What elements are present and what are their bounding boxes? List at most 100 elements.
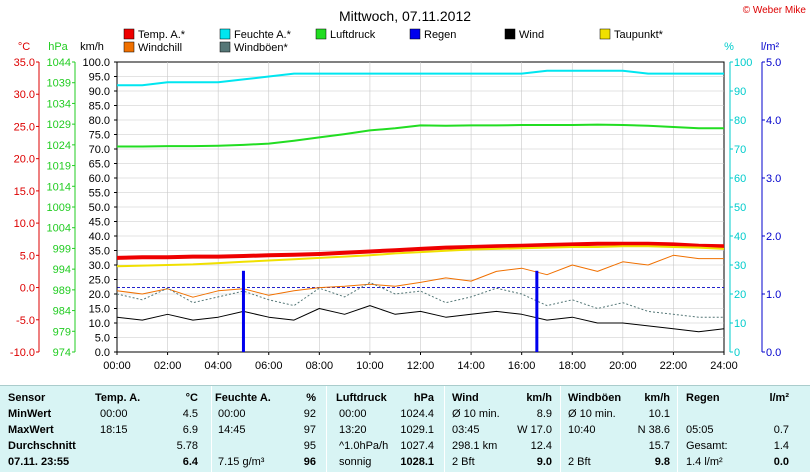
pressure-value: 1027.4 — [400, 440, 434, 452]
wind-time: 03:45 — [452, 424, 480, 436]
x-tick-label: 10:00 — [356, 360, 384, 372]
wind-axis-tick-label: 85.0 — [89, 101, 110, 113]
temp-axis-tick-label: 20.0 — [14, 154, 35, 166]
pressure-value: 1028.1 — [400, 456, 434, 468]
humidity-value: 92 — [303, 408, 316, 420]
x-tick-label: 02:00 — [154, 360, 182, 372]
x-tick-label: 06:00 — [255, 360, 283, 372]
grid — [117, 62, 724, 352]
wind-axis-tick-label: 0.0 — [95, 347, 110, 359]
humidity-axis-tick-label: 90 — [734, 86, 746, 98]
header-gust: Windböen — [568, 392, 622, 404]
header-temp-unit: °C — [185, 392, 198, 404]
pressure-value: 1029.1 — [400, 424, 434, 436]
table-separator — [211, 386, 212, 472]
wind-axis-tick-label: 15.0 — [89, 304, 110, 316]
temp-axis-tick-label: 25.0 — [14, 121, 35, 133]
temp-time: 18:15 — [100, 424, 128, 436]
pressure-axis-tick-label: 1039 — [47, 78, 71, 90]
stats-table: Sensor Temp. A. °C Feuchte A.% Luftdruck hPa W… — [0, 385, 810, 472]
legend-label: Windchill — [138, 42, 182, 54]
temp-axis-tick-label: 15.0 — [14, 186, 35, 198]
wind-axis-tick-label: 20.0 — [89, 289, 110, 301]
series-line — [117, 123, 724, 148]
humidity-time: 14:45 — [218, 424, 246, 436]
gust-time: 2 Bft — [568, 456, 591, 468]
legend-swatch — [599, 28, 611, 40]
wind-max-value: W 17.0 — [517, 424, 552, 436]
x-tick-label: 12:00 — [407, 360, 435, 372]
table-separator — [677, 386, 678, 472]
pressure-value: 1024.4 — [400, 408, 434, 420]
legend-swatch — [409, 28, 421, 40]
humidity-value: 96 — [303, 456, 316, 468]
table-separator — [444, 386, 445, 472]
rain-time: 1.4 l/m² — [686, 456, 723, 468]
legend-swatch — [219, 28, 231, 40]
axis-titles: °C hPa km/h% l/m² — [18, 41, 780, 53]
temp-value: 4.5 — [182, 408, 198, 420]
header-temp: Temp. A. — [95, 392, 141, 404]
pressure-axis-tick-label: 1014 — [47, 181, 71, 193]
pressure-axis-tick-label: 1024 — [47, 140, 71, 152]
rain-bar — [535, 270, 539, 352]
gust-max-value: N 38.6 — [637, 424, 670, 436]
x-tick-label: 16:00 — [508, 360, 536, 372]
axes: 35.0 30.0 25.0 20.0 15.0 10.0 5.0 0.0 -5.0 -10.0 1… — [10, 57, 781, 372]
temp-value: 5.78 — [176, 440, 198, 452]
rain-bar — [241, 270, 245, 352]
humidity-axis-tick-label: 80 — [734, 115, 746, 127]
temp-value: 6.4 — [182, 456, 198, 468]
wind-axis-tick-label: 50.0 — [89, 202, 110, 214]
humidity-unit-label: % — [724, 41, 734, 53]
pressure-time: 00:00 — [339, 408, 367, 420]
rain-value: 0.0 — [773, 456, 789, 468]
wind-unit-label: km/h — [80, 41, 104, 53]
pressure-axis-tick-label: 984 — [53, 306, 71, 318]
header-rain-unit: l/m² — [769, 392, 789, 404]
copyright-label: © Weber Mike — [743, 5, 807, 16]
pressure-axis-tick-label: 1029 — [47, 119, 71, 131]
wind-time: Ø 10 min. — [452, 408, 500, 420]
rain-axis-tick-label: 5.0 — [766, 57, 781, 69]
wind-axis-tick-label: 55.0 — [89, 188, 110, 200]
pressure-time: ^1.0hPa/h — [339, 440, 389, 452]
table-separator — [560, 386, 561, 472]
series-line — [116, 281, 724, 318]
wind-axis-tick-label: 95.0 — [89, 72, 110, 84]
header-rain: Regen — [686, 392, 720, 404]
wind-axis-tick-label: 75.0 — [89, 130, 110, 142]
pressure-axis-tick-label: 1004 — [47, 223, 71, 235]
row-label: 07.11. 23:55 — [8, 456, 70, 468]
legend-swatch — [123, 28, 135, 40]
wind-axis-tick-label: 35.0 — [89, 246, 110, 258]
wind-axis-tick-label: 25.0 — [89, 275, 110, 287]
legend-label: Wind — [519, 29, 544, 41]
series-line — [116, 254, 724, 298]
pressure-axis-tick-label: 1009 — [47, 202, 71, 214]
wind-axis-tick-label: 30.0 — [89, 260, 110, 272]
wind-time: 298.1 km — [452, 440, 498, 452]
temp-axis-tick-label: 30.0 — [14, 89, 35, 101]
legend-label: Temp. A.* — [138, 29, 186, 41]
humidity-axis-tick-label: 20 — [734, 289, 746, 301]
pressure-axis-tick-label: 994 — [53, 264, 71, 276]
chart-title: Mittwoch, 07.11.2012 — [339, 8, 471, 24]
humidity-axis-tick-label: 0 — [734, 347, 740, 359]
wind-value: 8.9 — [536, 408, 552, 420]
wind-axis-tick-label: 65.0 — [89, 159, 110, 171]
series-line — [116, 241, 725, 260]
humidity-axis-tick-label: 30 — [734, 260, 746, 272]
wind-time: 2 Bft — [452, 456, 475, 468]
temp-axis-tick-label: 10.0 — [14, 218, 35, 230]
legend-swatch — [315, 28, 327, 40]
temp-axis-tick-label: -10.0 — [10, 347, 35, 359]
rain-axis-tick-label: 2.0 — [766, 231, 781, 243]
wind-axis-tick-label: 40.0 — [89, 231, 110, 243]
x-tick-label: 24:00 — [710, 360, 738, 372]
series-line — [116, 245, 725, 268]
x-tick-label: 18:00 — [558, 360, 586, 372]
header-wind: Wind — [452, 392, 479, 404]
humidity-value: 95 — [303, 440, 316, 452]
weather-chart: Mittwoch, 07.11.2012 © Weber Mike Temp. … — [10, 5, 807, 372]
